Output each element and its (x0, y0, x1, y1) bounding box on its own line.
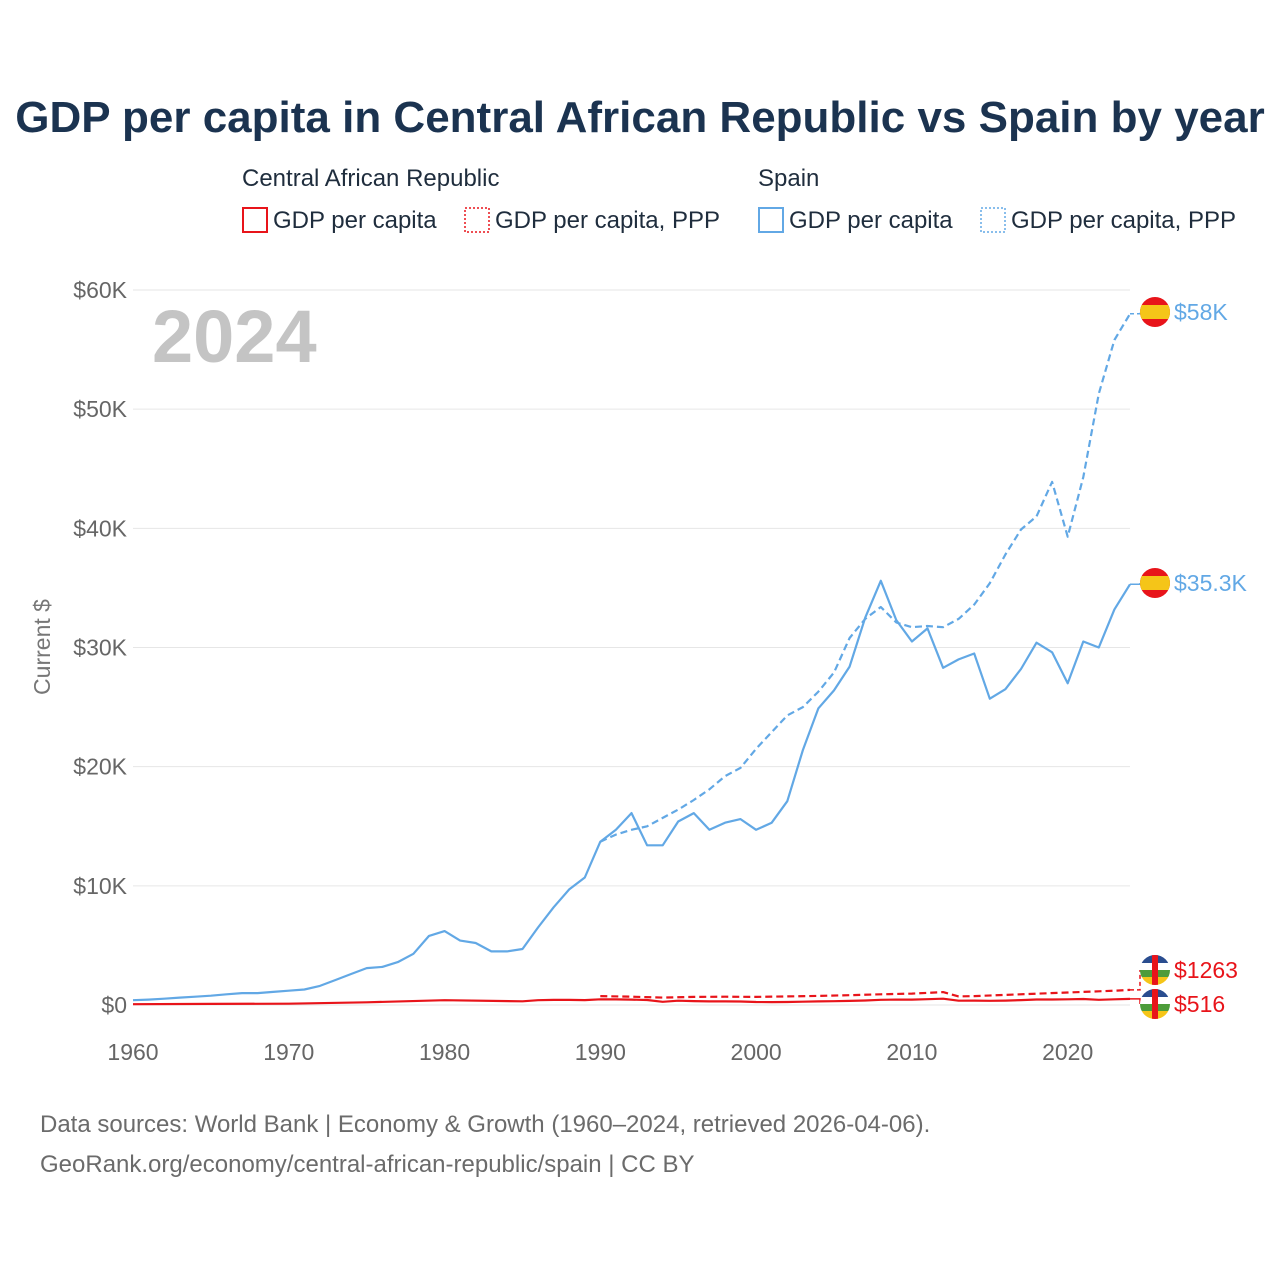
y-tick-label: $30K (73, 635, 127, 661)
spain-flag (1140, 568, 1170, 598)
legend-swatch (464, 207, 490, 233)
end-connector (1130, 583, 1141, 586)
y-tick-label: $50K (73, 396, 127, 422)
source-line-1: Data sources: World Bank | Economy & Gro… (40, 1111, 930, 1138)
end-value-label: $516 (1174, 991, 1225, 1017)
end-value-label: $58K (1174, 299, 1228, 325)
y-tick-label: $10K (73, 873, 127, 899)
x-axis-ticks: 1960 1970 1980 1990 2000 2010 2020 (107, 1039, 1093, 1065)
end-connector (1130, 312, 1141, 315)
series-line-1 (599, 313, 1131, 843)
y-axis-ticks: $0 $10K $20K $30K $40K $50K $60K (73, 277, 127, 1018)
legend: Central African Republic GDP per capita GD… (242, 165, 1236, 234)
series-line-2 (132, 997, 1131, 1006)
x-tick-label: 1960 (107, 1039, 158, 1065)
end-connector (1130, 970, 1141, 991)
legend-item-label: GDP per capita (273, 207, 437, 234)
legend-swatch (242, 207, 268, 233)
end-value-label: $1263 (1174, 957, 1238, 983)
y-tick-label: $40K (73, 515, 127, 541)
legend-item-label: GDP per capita, PPP (495, 207, 720, 234)
y-tick-label: $60K (73, 277, 127, 303)
y-tick-label: $20K (73, 754, 127, 780)
x-tick-label: 1970 (263, 1039, 314, 1065)
x-tick-label: 2000 (731, 1039, 782, 1065)
year-label: 2024 (152, 295, 317, 378)
x-tick-label: 2020 (1042, 1039, 1093, 1065)
car-flag (1140, 989, 1170, 1019)
series-line-3 (600, 988, 1131, 999)
series-lines (132, 313, 1131, 1006)
y-axis-label: Current $ (29, 599, 55, 695)
gridlines (133, 289, 1130, 1006)
legend-item-label: GDP per capita (789, 207, 953, 234)
source-line-2: GeoRank.org/economy/central-african-repu… (40, 1151, 695, 1178)
x-tick-label: 1990 (575, 1039, 626, 1065)
series-line-0 (132, 579, 1131, 1002)
legend-group-title: Spain (758, 165, 819, 192)
end-markers: $35.3K $58K $516 $1263 (1130, 297, 1248, 1019)
y-tick-label: $0 (101, 992, 127, 1018)
legend-group-title: Central African Republic (242, 165, 499, 192)
x-tick-label: 1980 (419, 1039, 470, 1065)
x-tick-label: 2010 (886, 1039, 937, 1065)
legend-swatch (980, 207, 1006, 233)
spain-flag (1140, 297, 1170, 327)
end-value-label: $35.3K (1174, 570, 1248, 596)
chart-title: GDP per capita in Central African Republ… (15, 93, 1265, 142)
legend-swatch (758, 207, 784, 233)
legend-item-label: GDP per capita, PPP (1011, 207, 1236, 234)
car-flag (1140, 955, 1170, 985)
end-connector (1130, 998, 1141, 1004)
